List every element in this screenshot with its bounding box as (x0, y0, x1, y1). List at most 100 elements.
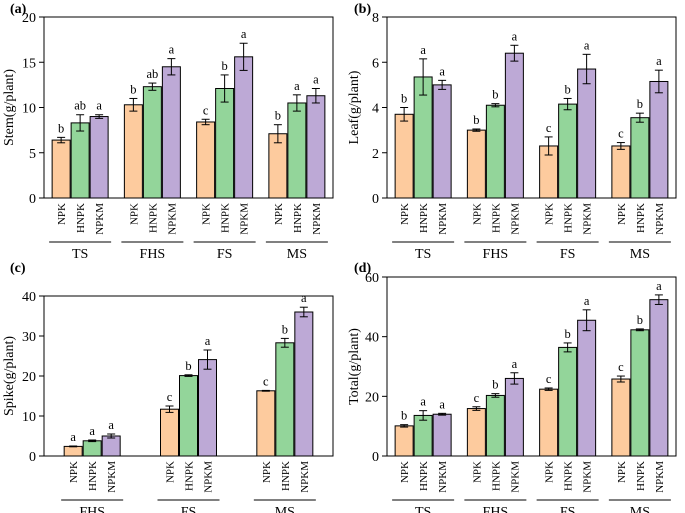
bar-npk (466, 129, 486, 199)
y-axis-label: Spike(g/plant) (2, 336, 17, 416)
group-label: MS (630, 505, 650, 513)
y-tick-label: 60 (365, 271, 379, 286)
y-axis-label: Total(g/plant) (347, 328, 362, 405)
bar-npkm (432, 84, 452, 199)
y-tick-label: 6 (372, 56, 379, 71)
significance-letter: a (656, 279, 662, 293)
bar-npk (63, 445, 83, 457)
bar-npk (394, 425, 414, 457)
treatment-label: NPKM (94, 203, 106, 235)
bar-hnpk (275, 342, 295, 457)
significance-letter: b (637, 313, 643, 327)
y-axis-label: Leaf(g/plant) (347, 70, 362, 144)
bar-hnpk (485, 104, 505, 199)
bar-hnpk (630, 329, 650, 457)
group-label: MS (275, 505, 295, 513)
bar-npkm (198, 359, 217, 457)
y-axis-label: Stem(g/plant) (2, 69, 17, 146)
treatment-label: NPKM (437, 203, 449, 235)
y-tick-label: 0 (29, 450, 36, 465)
bar-npkm (101, 435, 121, 457)
significance-letter: b (637, 97, 643, 111)
significance-letter: c (546, 121, 552, 135)
plot-frame (43, 16, 334, 199)
treatment-label: HNPK (220, 203, 232, 233)
treatment-label: NPKM (203, 461, 215, 493)
bar-hnpk (558, 346, 578, 457)
bar-npkm (234, 56, 254, 199)
y-tick-label: 0 (29, 192, 36, 207)
plot-frame (43, 295, 334, 457)
significance-letter: c (618, 360, 624, 374)
significance-letter: a (70, 430, 76, 444)
treatment-label: NPK (128, 203, 140, 225)
treatment-label: HNPK (563, 461, 575, 491)
treatment-label: HNPK (184, 461, 196, 491)
treatment-label: NPKM (239, 203, 251, 235)
significance-letter: a (439, 64, 445, 78)
treatment-label: NPKM (299, 461, 311, 493)
significance-letter: a (313, 72, 319, 86)
significance-letter: b (565, 82, 571, 96)
treatment-label: NPK (471, 203, 483, 225)
significance-letter: b (401, 92, 407, 106)
significance-letter: b (565, 327, 571, 341)
y-tick-label: 20 (22, 11, 36, 26)
significance-letter: a (205, 334, 211, 348)
y-tick-label: 0 (372, 450, 379, 465)
group-label: FS (560, 505, 576, 513)
bar-hnpk (287, 102, 307, 199)
significance-letter: a (241, 27, 247, 41)
significance-letter: a (169, 43, 175, 57)
panel-label: (c) (10, 261, 26, 276)
treatment-label: NPK (471, 461, 483, 483)
treatment-label: NPKM (654, 203, 666, 235)
bar-npkm (432, 413, 452, 457)
treatment-label: NPKM (654, 461, 666, 493)
significance-letter: c (203, 103, 209, 117)
bar-hnpk (413, 414, 433, 457)
significance-letter: a (301, 291, 307, 305)
significance-letter: a (294, 79, 300, 93)
bar-hnpk (70, 122, 90, 199)
significance-letter: b (185, 359, 191, 373)
significance-letter: a (512, 29, 518, 43)
treatment-label: NPKM (106, 461, 118, 493)
significance-letter: b (492, 88, 498, 102)
bar-npkm (306, 95, 326, 199)
treatment-label: HNPK (418, 203, 430, 233)
plot-frame (386, 16, 677, 199)
bar-npk (256, 390, 276, 457)
significance-letter: b (492, 378, 498, 392)
significance-letter: c (167, 390, 173, 404)
significance-letter: ab (74, 99, 86, 113)
bar-npkm (504, 52, 524, 199)
significance-letter: b (401, 409, 407, 423)
bar-npk (268, 133, 288, 199)
significance-letter: b (275, 109, 281, 123)
group-label: TS (415, 505, 431, 513)
bar-npkm (649, 80, 669, 199)
significance-letter: c (474, 391, 480, 405)
bar-npkm (161, 66, 181, 199)
treatment-label: HNPK (418, 461, 430, 491)
panel-d-total: (d) Total(g/plant) 0 20 40 60 b NPK a HNPK a NPKM TS… (347, 261, 677, 513)
treatment-label: HNPK (563, 203, 575, 233)
treatment-label: NPK (399, 203, 411, 225)
bar-hnpk (179, 375, 198, 457)
bar-npk (394, 113, 414, 199)
panel-c-spike: (c)Spike(g/plant)010203040aNPKaHNPKaNPKM… (2, 261, 334, 513)
group-label: MS (630, 247, 650, 262)
plot-frame (386, 276, 677, 457)
significance-letter: b (282, 322, 288, 336)
bar-npkm (577, 68, 597, 199)
group-label: FS (217, 247, 233, 262)
treatment-label: HNPK (490, 203, 502, 233)
y-tick-label: 10 (22, 102, 36, 117)
bar-npk (466, 408, 486, 457)
treatment-label: NPK (399, 461, 411, 483)
significance-letter: b (130, 82, 136, 96)
group-label: TS (72, 247, 88, 262)
y-tick-label: 0 (372, 192, 379, 207)
treatment-label: HNPK (635, 461, 647, 491)
